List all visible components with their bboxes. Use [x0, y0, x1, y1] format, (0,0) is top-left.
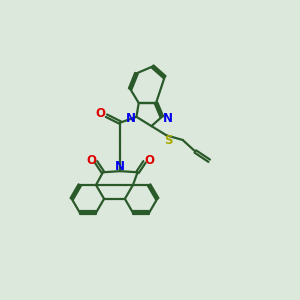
Text: O: O: [96, 107, 106, 120]
Text: N: N: [163, 112, 172, 124]
Text: N: N: [126, 112, 136, 124]
Text: O: O: [145, 154, 154, 167]
Text: O: O: [86, 154, 96, 167]
Text: N: N: [115, 160, 125, 172]
Text: S: S: [164, 134, 172, 147]
